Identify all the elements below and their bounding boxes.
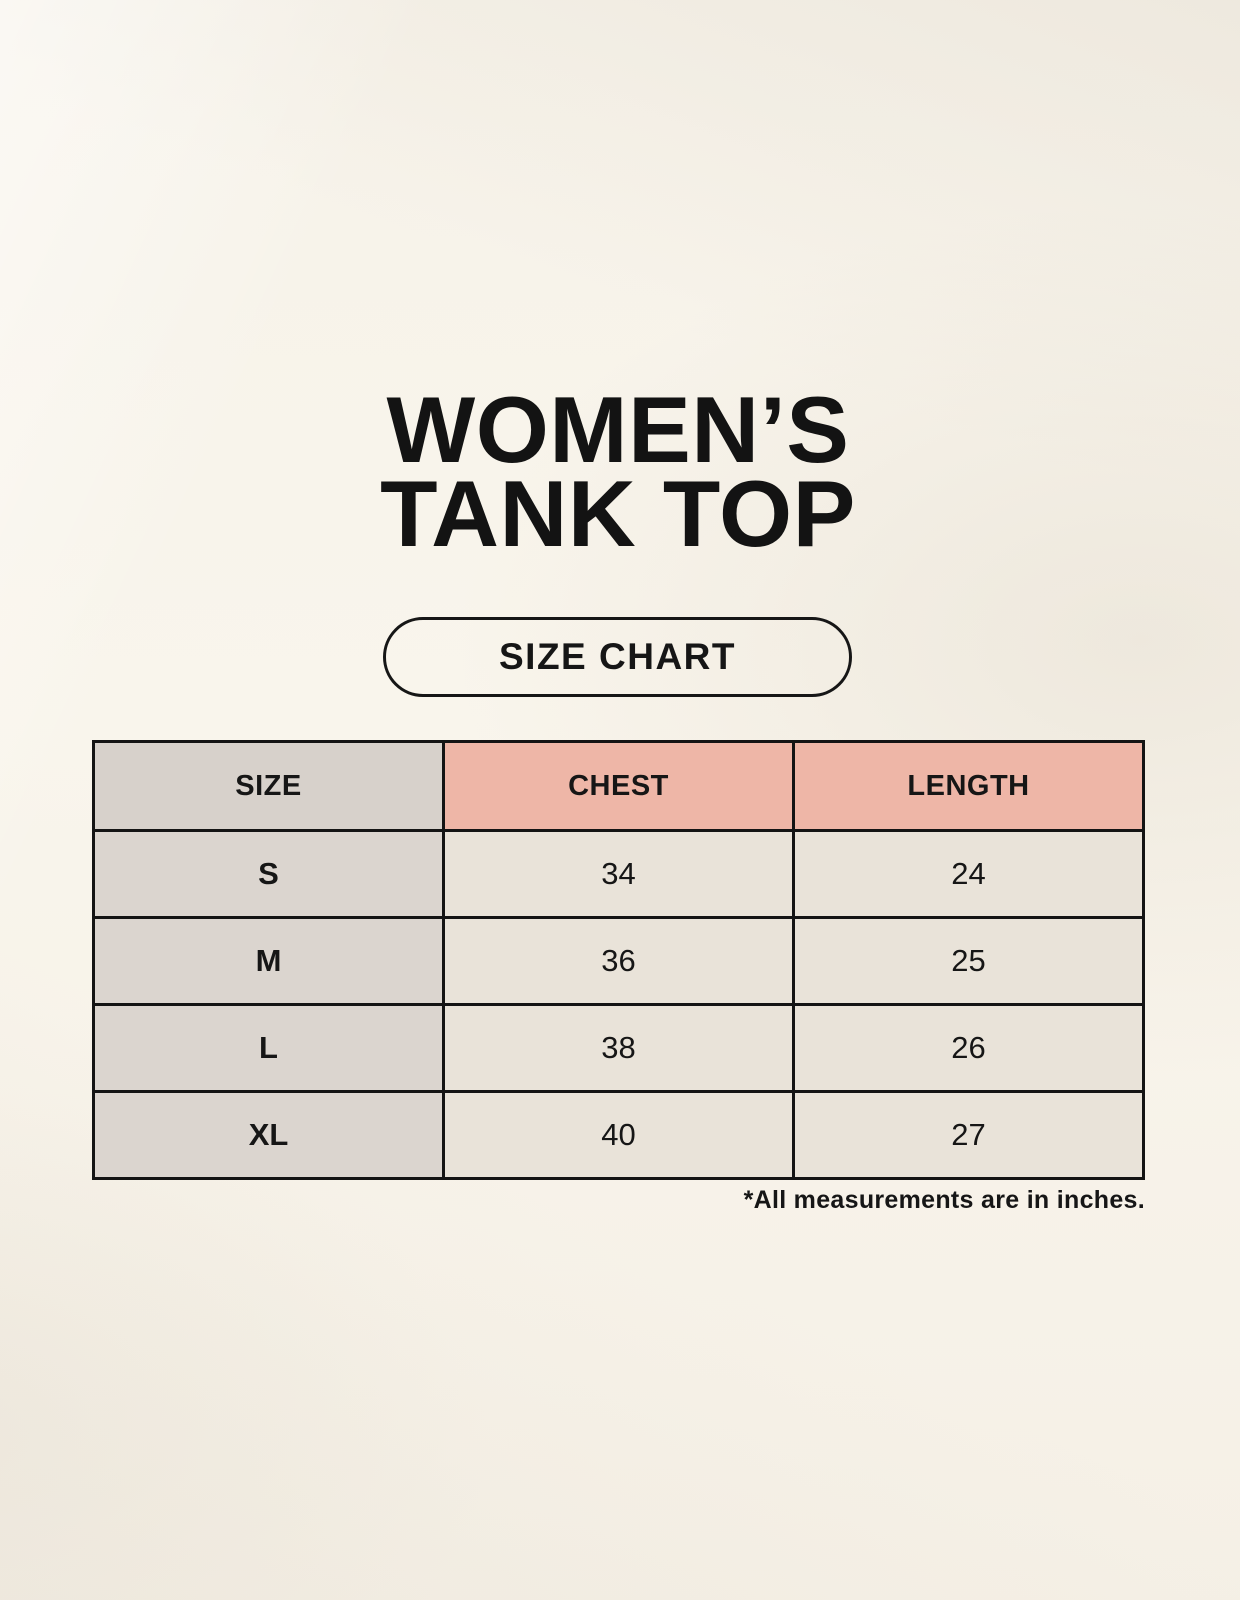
size-cell: M xyxy=(92,916,445,1006)
length-cell: 25 xyxy=(792,916,1145,1006)
size-chart-button-label: SIZE CHART xyxy=(499,636,736,677)
title-line-2: TANK TOP xyxy=(380,461,856,566)
size-cell: XL xyxy=(92,1090,445,1180)
measurements-footnote: *All measurements are in inches. xyxy=(743,1186,1145,1214)
size-cell: S xyxy=(92,829,445,919)
length-cell: 27 xyxy=(792,1090,1145,1180)
table-row-s: S 34 24 xyxy=(92,829,1145,919)
chest-cell: 38 xyxy=(442,1003,795,1093)
chest-cell: 34 xyxy=(442,829,795,919)
size-chart-button[interactable]: SIZE CHART xyxy=(383,617,852,697)
table-row-l: L 38 26 xyxy=(92,1003,1145,1093)
table-row-xl: XL 40 27 xyxy=(92,1090,1145,1180)
table-header-row: SIZE CHEST LENGTH xyxy=(92,740,1145,832)
length-cell: 26 xyxy=(792,1003,1145,1093)
size-chart-table: SIZE CHEST LENGTH S 34 24 M 36 25 L 38 2… xyxy=(92,740,1145,1180)
size-cell: L xyxy=(92,1003,445,1093)
header-chest: CHEST xyxy=(442,740,795,832)
page-title: WOMEN’S TANK TOP xyxy=(0,383,1236,561)
chest-cell: 40 xyxy=(442,1090,795,1180)
header-length: LENGTH xyxy=(792,740,1145,832)
title-line-1: WOMEN’S xyxy=(386,377,850,482)
length-cell: 24 xyxy=(792,829,1145,919)
header-size: SIZE xyxy=(92,740,445,832)
chest-cell: 36 xyxy=(442,916,795,1006)
table-row-m: M 36 25 xyxy=(92,916,1145,1006)
